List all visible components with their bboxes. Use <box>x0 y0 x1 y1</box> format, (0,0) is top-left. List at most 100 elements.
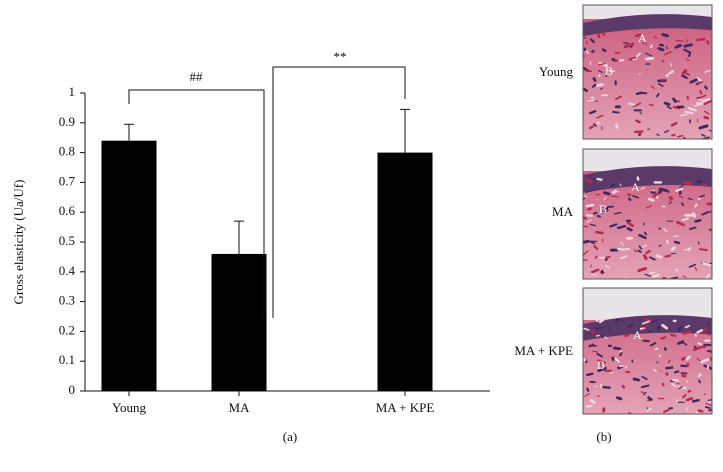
tissue-fiber <box>633 249 638 253</box>
tissue-fiber <box>602 385 611 389</box>
tissue-fiber <box>640 391 646 394</box>
tissue-fiber <box>597 69 603 74</box>
tissue-fiber <box>670 252 677 255</box>
tissue-fiber <box>649 271 656 275</box>
significance-label: ## <box>190 69 204 84</box>
tissue-fiber <box>638 233 647 240</box>
tissue-fiber <box>590 264 593 268</box>
tissue-fiber <box>624 277 628 279</box>
tissue-fiber <box>658 354 662 357</box>
tissue-fiber <box>680 202 685 207</box>
tissue-fiber <box>663 129 670 134</box>
tissue-fiber <box>626 227 633 232</box>
tissue-fiber <box>656 133 660 136</box>
tissue-fiber <box>619 183 622 186</box>
tissue-fiber <box>583 327 590 331</box>
tissue-fiber <box>612 111 620 114</box>
tissue-fiber <box>620 255 628 260</box>
tissue-fiber <box>674 44 682 49</box>
tissue-fiber <box>588 343 594 348</box>
tissue-fiber <box>587 99 596 102</box>
tissue-fiber <box>622 41 630 45</box>
tissue-fiber <box>679 184 685 189</box>
tissue-fiber <box>617 59 625 62</box>
tissue-fiber <box>699 89 703 95</box>
tissue-fiber <box>632 102 642 108</box>
tissue-fiber <box>704 69 711 73</box>
epidermis <box>583 166 712 193</box>
histology-image <box>583 288 712 414</box>
bar <box>101 140 157 391</box>
marker: A <box>638 31 647 45</box>
marker: B <box>599 202 607 216</box>
tissue-fiber <box>585 50 590 55</box>
bar <box>211 253 267 391</box>
tissue-fiber <box>595 230 604 235</box>
tissue-fiber <box>706 40 710 45</box>
tissue-fiber <box>612 346 622 351</box>
tissue-fiber <box>591 49 595 53</box>
tissue-fiber <box>652 368 657 372</box>
significance-bracket <box>272 66 406 318</box>
tissue-fiber <box>593 211 598 215</box>
tissue-fiber <box>628 197 632 202</box>
tissue-fiber <box>665 366 674 370</box>
tissue-fiber <box>685 407 688 411</box>
tissue-fiber <box>665 372 669 376</box>
tissue-fiber <box>670 276 679 279</box>
tissue-fiber <box>667 359 671 364</box>
tissue-fiber <box>587 328 596 334</box>
tissue-fiber <box>675 399 679 403</box>
tissue-fiber <box>586 387 590 392</box>
tissue-fiber <box>589 223 597 227</box>
tissue-fiber <box>697 409 704 413</box>
tissue-fiber <box>631 184 637 188</box>
tissue-fiber <box>583 87 588 93</box>
tissue-fiber <box>596 114 604 119</box>
tissue-fiber <box>686 95 690 100</box>
tissue-fiber <box>585 372 594 377</box>
x-tick-label: Young <box>112 400 147 415</box>
tissue-fiber <box>590 268 600 274</box>
image-label: Young <box>539 64 574 79</box>
y-tick-label: 0.8 <box>59 144 75 159</box>
tissue-fiber <box>614 211 622 215</box>
tissue-fiber <box>696 77 703 82</box>
tissue-fiber <box>661 323 669 330</box>
tissue-fiber <box>696 37 706 42</box>
tissue-fiber <box>695 80 704 85</box>
tissue-fiber <box>682 330 691 335</box>
tissue-fiber <box>626 221 634 228</box>
tissue-fiber <box>680 113 688 117</box>
tissue-fiber <box>664 188 670 193</box>
tissue-fiber <box>645 205 652 209</box>
tissue-fiber <box>685 39 689 43</box>
tissue-fiber <box>601 48 607 53</box>
y-tick-label: 1 <box>69 84 76 99</box>
tissue-fiber <box>586 219 592 223</box>
tissue-fiber <box>585 203 595 208</box>
y-tick-label: 0.6 <box>59 203 76 218</box>
tissue-fiber <box>707 400 711 404</box>
tissue-fiber <box>655 254 663 259</box>
tissue-fiber <box>655 92 660 98</box>
tissue-fiber <box>669 62 673 67</box>
tissue-fiber <box>615 123 619 129</box>
tissue-fiber <box>594 255 598 259</box>
top-area <box>583 288 712 320</box>
tissue-fiber <box>595 326 604 330</box>
tissue-fiber <box>700 357 710 364</box>
tissue-fiber <box>637 249 642 253</box>
tissue-fiber <box>688 263 696 268</box>
tissue-fiber <box>600 383 603 389</box>
tissue-fiber <box>650 85 656 90</box>
tissue-fiber <box>616 224 627 230</box>
tissue-fiber <box>584 177 593 184</box>
tissue-fiber <box>668 201 673 205</box>
tissue-fiber <box>585 189 594 193</box>
tissue-fiber <box>703 110 710 115</box>
tissue-fiber <box>703 100 712 105</box>
tissue-fiber <box>641 244 647 248</box>
tissue-fiber <box>641 320 650 325</box>
marker: B <box>605 64 613 78</box>
